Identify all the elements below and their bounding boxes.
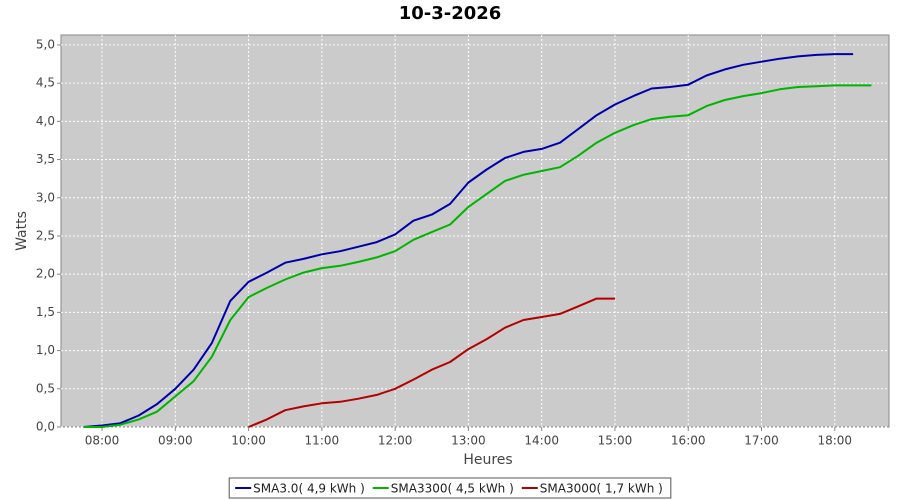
x-tick-label: 08:00 [85, 434, 120, 448]
x-tick-label: 14:00 [524, 434, 559, 448]
x-axis-label: Heures [463, 452, 512, 468]
plot-area [60, 34, 890, 428]
legend-label: SMA3.0( 4,9 kWh ) [253, 482, 365, 496]
y-tick-label: 2,0 [36, 267, 55, 281]
series-line [83, 84, 872, 428]
y-tick-label: 0,0 [36, 420, 55, 434]
y-tick-label: 0,5 [36, 381, 55, 395]
y-tick-label: 1,5 [36, 305, 55, 319]
legend-label: SMA3300( 4,5 kWh ) [391, 482, 514, 496]
x-tick-label: 16:00 [671, 434, 706, 448]
series-line [248, 297, 615, 428]
chart-title: 10-3-2026 [399, 3, 502, 24]
legend: SMA3.0( 4,9 kWh ) SMA3300( 4,5 kWh ) SMA30… [228, 477, 672, 499]
y-tick-label: 4,5 [36, 76, 55, 90]
y-tick-label: 3,5 [36, 152, 55, 166]
legend-label: SMA3000( 1,7 kWh ) [540, 482, 663, 496]
x-tick-label: 12:00 [378, 434, 413, 448]
y-tick-label: 4,0 [36, 114, 55, 128]
x-tick-label: 13:00 [451, 434, 486, 448]
x-tick-label: 10:00 [231, 434, 266, 448]
y-tick-label: 3,0 [36, 190, 55, 204]
series-line [83, 53, 854, 428]
x-tick-label: 17:00 [744, 434, 779, 448]
x-tick-label: 15:00 [598, 434, 633, 448]
y-tick-label: 5,0 [36, 37, 55, 51]
legend-box [228, 477, 672, 499]
y-axis-label: Watts [14, 211, 30, 251]
x-tick-label: 18:00 [817, 434, 852, 448]
y-tick-label: 2,5 [36, 228, 55, 242]
x-tick-label: 09:00 [158, 434, 193, 448]
y-tick-label: 1,0 [36, 343, 55, 357]
x-tick-label: 11:00 [305, 434, 340, 448]
